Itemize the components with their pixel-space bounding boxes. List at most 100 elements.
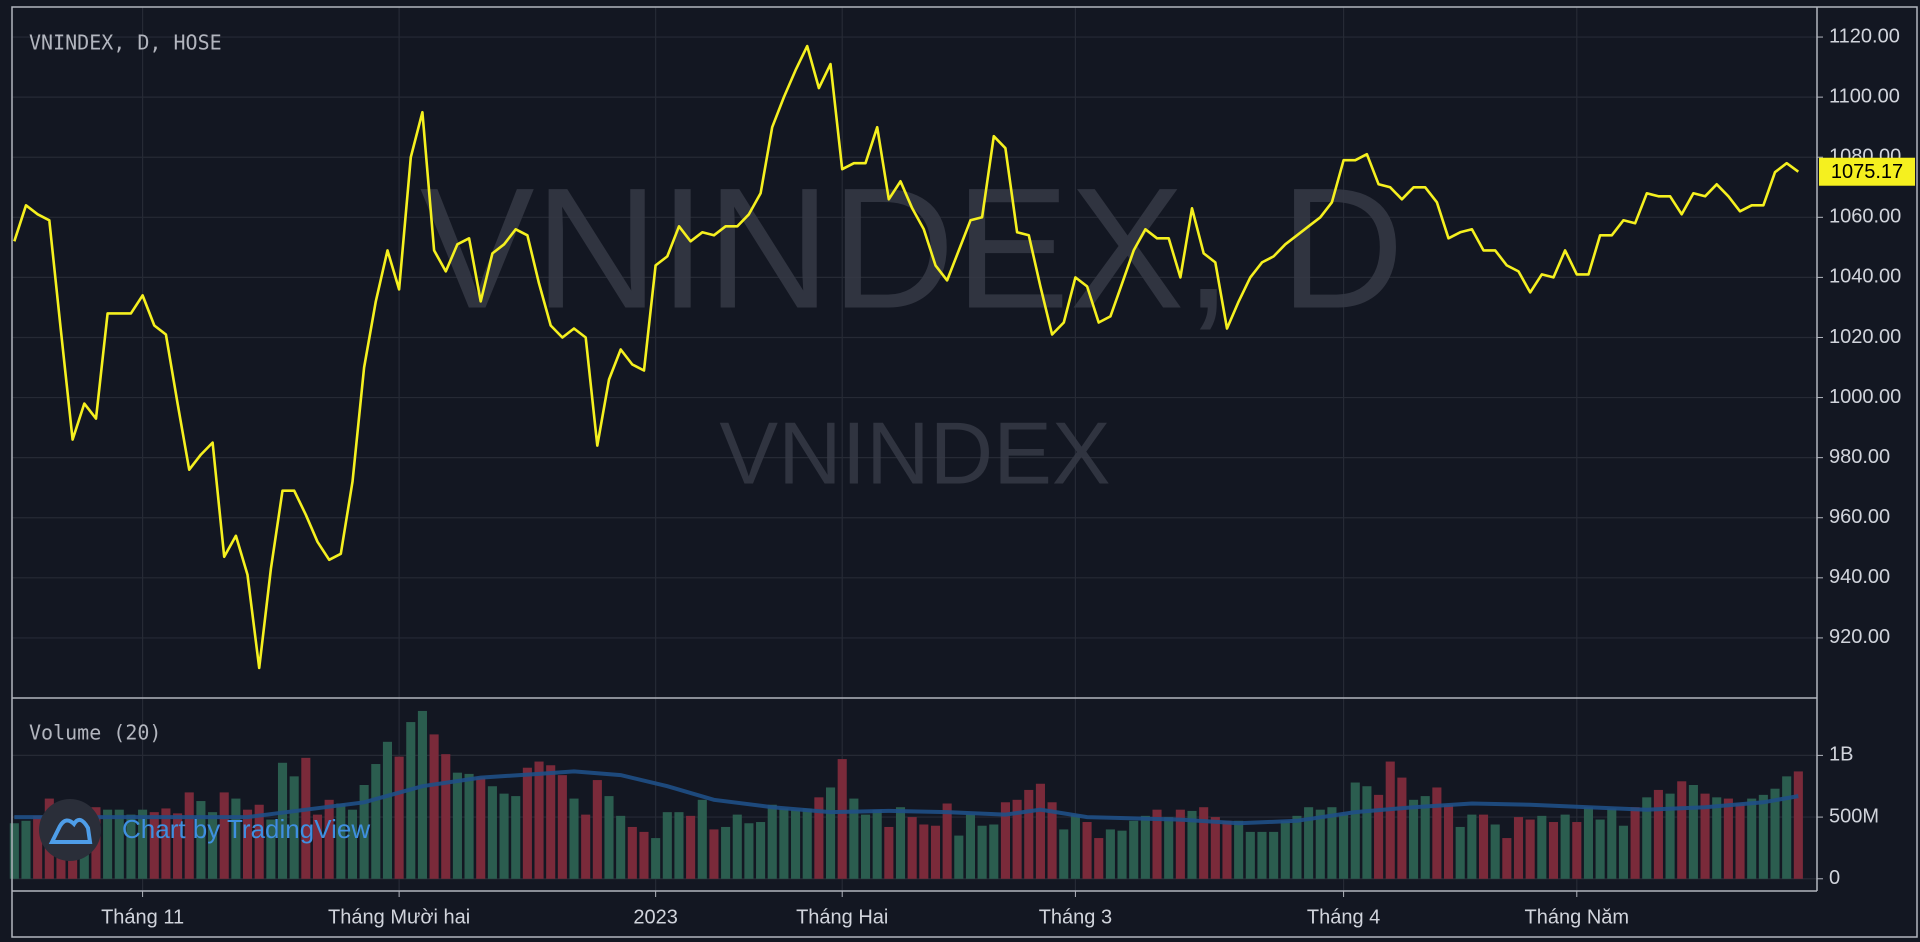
- y-tick-label: 920.00: [1829, 626, 1890, 648]
- volume-bar: [977, 825, 987, 879]
- price-line: [13, 44, 1800, 670]
- volume-bar: [114, 809, 124, 879]
- volume-bar: [1187, 810, 1197, 879]
- volume-bar: [312, 814, 323, 879]
- volume-bar: [1304, 807, 1314, 879]
- volume-bar: [9, 823, 19, 879]
- volume-bar: [371, 764, 381, 879]
- volume-bar: [1467, 814, 1477, 879]
- volume-bar: [1397, 777, 1407, 879]
- volume-bar: [1269, 831, 1279, 879]
- volume-bar: [219, 792, 229, 879]
- volume-bar: [965, 814, 976, 879]
- volume-bar: [1688, 784, 1698, 879]
- volume-bar: [1525, 819, 1535, 879]
- volume-bar: [849, 798, 859, 879]
- volume-bar: [569, 798, 579, 879]
- volume-bar: [802, 808, 812, 879]
- logo-badge[interactable]: [39, 799, 101, 861]
- volume-bar: [1572, 822, 1582, 879]
- volume-bar: [266, 819, 276, 879]
- volume-bar: [417, 710, 427, 879]
- volume-bar: [930, 825, 941, 879]
- volume-bar: [138, 809, 148, 879]
- y-tick-label: 1000.00: [1829, 386, 1901, 408]
- volume-bar: [1245, 831, 1255, 879]
- volume-bar: [686, 815, 696, 879]
- volume-bar: [1583, 807, 1594, 879]
- volume-bar: [604, 796, 614, 879]
- y-tick-label: 1040.00: [1829, 266, 1901, 288]
- volume-bar: [1035, 783, 1045, 879]
- volume-bar: [21, 820, 31, 879]
- volume-bar: [277, 762, 288, 879]
- volume-bar: [406, 722, 416, 879]
- volume-bar: [1420, 796, 1430, 879]
- marks: [9, 44, 1803, 879]
- volume-bar: [639, 831, 649, 879]
- volume-title: Volume (20): [29, 721, 161, 745]
- volume-bar: [173, 813, 183, 879]
- volume-bar: [254, 804, 264, 879]
- volume-ma: [14, 769, 1799, 826]
- volume-bar: [522, 767, 532, 879]
- y-tick-label: 1020.00: [1829, 326, 1901, 348]
- volume-bar: [837, 759, 847, 879]
- volume-bar: [1257, 831, 1267, 879]
- volume-bar: [1735, 803, 1745, 879]
- y-tick-label: 1100.00: [1829, 85, 1900, 107]
- x-tick-label: Tháng Năm: [1525, 906, 1630, 928]
- volume-bar: [1793, 771, 1803, 879]
- volume-bar: [557, 775, 567, 879]
- y-tick-label: 960.00: [1829, 506, 1890, 528]
- volume-bar: [242, 809, 253, 879]
- volume-bar: [1432, 787, 1442, 879]
- volume-bar: [103, 809, 113, 879]
- volume-bar: [1327, 807, 1337, 879]
- volume-bar: [33, 815, 43, 879]
- volume-bar: [126, 814, 136, 879]
- y-tick-label: 1060.00: [1829, 206, 1901, 228]
- volume-bar: [1455, 826, 1465, 879]
- volume-bar: [1700, 793, 1710, 879]
- volume-bar: [336, 803, 346, 879]
- volume-bar: [1117, 830, 1127, 879]
- volume-bar: [1059, 829, 1069, 879]
- volume-bar: [989, 824, 999, 879]
- volume-bar: [1374, 794, 1384, 879]
- volume-bar: [721, 826, 731, 879]
- volume-bar: [1782, 776, 1792, 879]
- volume-bar: [382, 741, 393, 879]
- volume-bar: [359, 784, 369, 879]
- volume-bar: [1595, 819, 1605, 879]
- volume-bar: [814, 797, 824, 879]
- volume-bar: [1210, 817, 1220, 879]
- volume-bar: [825, 787, 836, 879]
- volume-bar: [1665, 793, 1675, 879]
- volume-bar: [1175, 809, 1185, 879]
- branding[interactable]: Chart by TradingView: [122, 814, 370, 844]
- volume-bar: [324, 799, 334, 879]
- volume-bar: [487, 786, 497, 879]
- volume-bar: [452, 772, 462, 879]
- volume-bar: [1630, 807, 1640, 879]
- volume-bar: [1478, 814, 1489, 879]
- y-tick-label: 1B: [1829, 744, 1853, 766]
- volume-bar: [347, 809, 358, 879]
- volume-bar: [1385, 761, 1395, 879]
- volume-bar: [884, 826, 894, 879]
- volume-bar: [1758, 794, 1768, 879]
- volume-bar: [196, 801, 206, 879]
- volume-bar: [1000, 802, 1010, 879]
- volume-bar: [1222, 820, 1232, 879]
- watermark: VNINDEX, D: [420, 152, 1404, 344]
- volume-bar: [1607, 808, 1617, 879]
- volume-bar: [1653, 789, 1663, 879]
- volume-bar: [732, 814, 742, 879]
- volume-bar: [872, 809, 882, 879]
- volume-bar: [954, 835, 964, 879]
- volume-bar: [860, 814, 871, 879]
- volume-bar: [744, 823, 754, 879]
- volume-bar: [1443, 804, 1454, 879]
- volume-bar: [627, 826, 637, 879]
